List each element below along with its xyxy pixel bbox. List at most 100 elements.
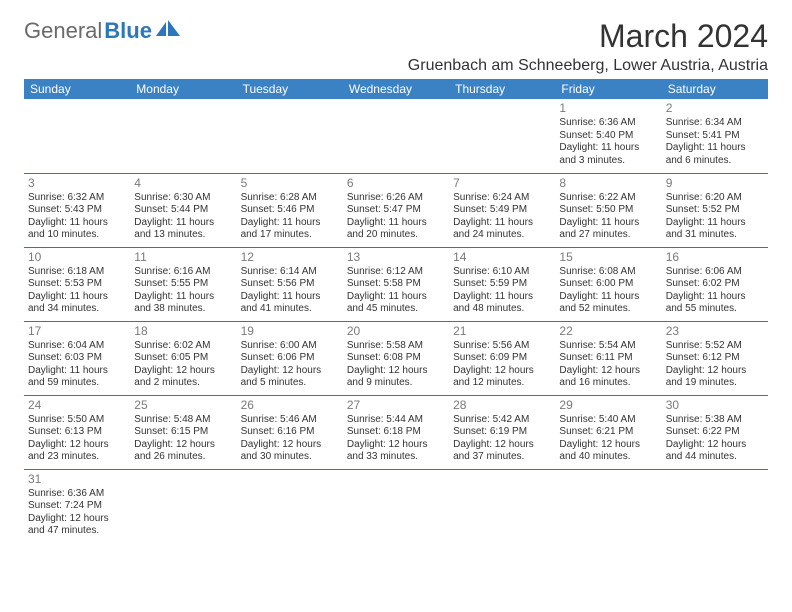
day-cell: 7Sunrise: 6:24 AMSunset: 5:49 PMDaylight…: [449, 173, 555, 247]
day-sunrise: Sunrise: 5:58 AM: [347, 340, 445, 353]
day-day2: and 37 minutes.: [453, 451, 551, 464]
dow-tue: Tuesday: [237, 79, 343, 99]
day-number: 17: [28, 324, 126, 339]
day-cell: 3Sunrise: 6:32 AMSunset: 5:43 PMDaylight…: [24, 173, 130, 247]
day-number: 14: [453, 250, 551, 265]
month-title: March 2024: [408, 18, 768, 55]
day-cell: 29Sunrise: 5:40 AMSunset: 6:21 PMDayligh…: [555, 395, 661, 469]
location: Gruenbach am Schneeberg, Lower Austria, …: [408, 57, 768, 75]
day-day2: and 30 minutes.: [241, 451, 339, 464]
day-sunset: Sunset: 6:02 PM: [666, 278, 764, 291]
day-day1: Daylight: 11 hours: [559, 217, 657, 230]
day-day2: and 44 minutes.: [666, 451, 764, 464]
day-day1: Daylight: 12 hours: [453, 439, 551, 452]
day-cell: 21Sunrise: 5:56 AMSunset: 6:09 PMDayligh…: [449, 321, 555, 395]
day-sunset: Sunset: 6:21 PM: [559, 426, 657, 439]
day-sunrise: Sunrise: 6:36 AM: [559, 117, 657, 130]
day-sunrise: Sunrise: 5:50 AM: [28, 414, 126, 427]
day-day1: Daylight: 11 hours: [559, 291, 657, 304]
day-cell: 25Sunrise: 5:48 AMSunset: 6:15 PMDayligh…: [130, 395, 236, 469]
day-sunset: Sunset: 5:56 PM: [241, 278, 339, 291]
day-cell: 9Sunrise: 6:20 AMSunset: 5:52 PMDaylight…: [662, 173, 768, 247]
day-sunrise: Sunrise: 6:02 AM: [134, 340, 232, 353]
day-sunset: Sunset: 5:59 PM: [453, 278, 551, 291]
day-cell: 23Sunrise: 5:52 AMSunset: 6:12 PMDayligh…: [662, 321, 768, 395]
day-cell: [449, 469, 555, 543]
day-number: 13: [347, 250, 445, 265]
day-day1: Daylight: 12 hours: [666, 365, 764, 378]
day-cell: 1Sunrise: 6:36 AMSunset: 5:40 PMDaylight…: [555, 99, 661, 173]
day-sunset: Sunset: 5:50 PM: [559, 204, 657, 217]
week-row: 1Sunrise: 6:36 AMSunset: 5:40 PMDaylight…: [24, 99, 768, 173]
day-sunset: Sunset: 5:41 PM: [666, 130, 764, 143]
day-day1: Daylight: 11 hours: [347, 217, 445, 230]
day-day2: and 23 minutes.: [28, 451, 126, 464]
day-number: 9: [666, 176, 764, 191]
day-number: 26: [241, 398, 339, 413]
day-cell: [449, 99, 555, 173]
day-cell: 18Sunrise: 6:02 AMSunset: 6:05 PMDayligh…: [130, 321, 236, 395]
day-day1: Daylight: 11 hours: [28, 365, 126, 378]
day-sunset: Sunset: 6:15 PM: [134, 426, 232, 439]
day-sunset: Sunset: 6:00 PM: [559, 278, 657, 291]
day-cell: 14Sunrise: 6:10 AMSunset: 5:59 PMDayligh…: [449, 247, 555, 321]
day-day1: Daylight: 12 hours: [559, 365, 657, 378]
day-sunset: Sunset: 6:08 PM: [347, 352, 445, 365]
day-day1: Daylight: 11 hours: [559, 142, 657, 155]
day-sunset: Sunset: 6:18 PM: [347, 426, 445, 439]
day-sunrise: Sunrise: 6:12 AM: [347, 266, 445, 279]
day-sunrise: Sunrise: 5:56 AM: [453, 340, 551, 353]
day-number: 24: [28, 398, 126, 413]
day-cell: 5Sunrise: 6:28 AMSunset: 5:46 PMDaylight…: [237, 173, 343, 247]
day-cell: 19Sunrise: 6:00 AMSunset: 6:06 PMDayligh…: [237, 321, 343, 395]
day-day2: and 6 minutes.: [666, 155, 764, 168]
day-day1: Daylight: 12 hours: [28, 439, 126, 452]
day-number: 30: [666, 398, 764, 413]
day-day1: Daylight: 12 hours: [559, 439, 657, 452]
day-number: 8: [559, 176, 657, 191]
day-day2: and 24 minutes.: [453, 229, 551, 242]
day-sunrise: Sunrise: 5:38 AM: [666, 414, 764, 427]
day-sunrise: Sunrise: 5:46 AM: [241, 414, 339, 427]
day-cell: 4Sunrise: 6:30 AMSunset: 5:44 PMDaylight…: [130, 173, 236, 247]
dow-thu: Thursday: [449, 79, 555, 99]
logo-text-blue: Blue: [104, 18, 152, 44]
day-day1: Daylight: 12 hours: [28, 513, 126, 526]
day-sunrise: Sunrise: 5:42 AM: [453, 414, 551, 427]
day-cell: [343, 99, 449, 173]
day-day2: and 48 minutes.: [453, 303, 551, 316]
day-day2: and 55 minutes.: [666, 303, 764, 316]
day-number: 11: [134, 250, 232, 265]
day-sunset: Sunset: 5:46 PM: [241, 204, 339, 217]
day-cell: 16Sunrise: 6:06 AMSunset: 6:02 PMDayligh…: [662, 247, 768, 321]
day-cell: 22Sunrise: 5:54 AMSunset: 6:11 PMDayligh…: [555, 321, 661, 395]
day-sunrise: Sunrise: 6:06 AM: [666, 266, 764, 279]
day-day2: and 20 minutes.: [347, 229, 445, 242]
day-sunrise: Sunrise: 5:52 AM: [666, 340, 764, 353]
day-number: 10: [28, 250, 126, 265]
day-day1: Daylight: 12 hours: [666, 439, 764, 452]
day-cell: 27Sunrise: 5:44 AMSunset: 6:18 PMDayligh…: [343, 395, 449, 469]
day-cell: 28Sunrise: 5:42 AMSunset: 6:19 PMDayligh…: [449, 395, 555, 469]
day-cell: 26Sunrise: 5:46 AMSunset: 6:16 PMDayligh…: [237, 395, 343, 469]
day-day1: Daylight: 12 hours: [134, 439, 232, 452]
dow-sun: Sunday: [24, 79, 130, 99]
day-number: 28: [453, 398, 551, 413]
day-number: 22: [559, 324, 657, 339]
week-row: 17Sunrise: 6:04 AMSunset: 6:03 PMDayligh…: [24, 321, 768, 395]
day-day2: and 16 minutes.: [559, 377, 657, 390]
day-cell: 17Sunrise: 6:04 AMSunset: 6:03 PMDayligh…: [24, 321, 130, 395]
day-sunset: Sunset: 5:49 PM: [453, 204, 551, 217]
day-number: 25: [134, 398, 232, 413]
day-day2: and 2 minutes.: [134, 377, 232, 390]
title-block: March 2024 Gruenbach am Schneeberg, Lowe…: [408, 18, 768, 75]
day-sunrise: Sunrise: 6:16 AM: [134, 266, 232, 279]
day-cell: [24, 99, 130, 173]
day-sunset: Sunset: 6:03 PM: [28, 352, 126, 365]
day-cell: 13Sunrise: 6:12 AMSunset: 5:58 PMDayligh…: [343, 247, 449, 321]
day-cell: [343, 469, 449, 543]
day-sunrise: Sunrise: 5:54 AM: [559, 340, 657, 353]
day-number: 7: [453, 176, 551, 191]
day-day2: and 26 minutes.: [134, 451, 232, 464]
day-number: 27: [347, 398, 445, 413]
